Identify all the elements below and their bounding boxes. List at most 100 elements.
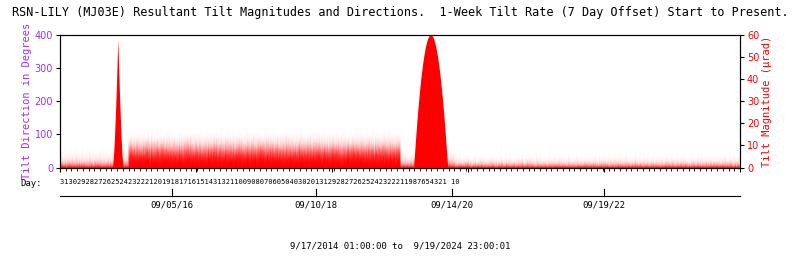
Point bbox=[123, 107, 136, 111]
Point bbox=[182, 63, 194, 68]
Point bbox=[118, 163, 130, 167]
Point bbox=[162, 153, 175, 157]
Point bbox=[105, 165, 118, 169]
Point bbox=[363, 122, 376, 126]
Point bbox=[271, 127, 284, 131]
Point bbox=[450, 151, 463, 155]
Point bbox=[580, 150, 593, 154]
Point bbox=[555, 88, 568, 92]
Point bbox=[360, 142, 373, 146]
Point bbox=[506, 83, 519, 88]
Point bbox=[681, 91, 694, 95]
Point bbox=[275, 68, 288, 72]
Point bbox=[123, 158, 136, 162]
Point bbox=[202, 68, 215, 72]
Point bbox=[230, 156, 242, 160]
Point bbox=[202, 90, 215, 94]
Point bbox=[677, 156, 690, 160]
Point bbox=[650, 163, 663, 167]
Point bbox=[532, 120, 545, 124]
Point bbox=[412, 106, 425, 111]
Point bbox=[237, 130, 250, 134]
Point bbox=[602, 90, 614, 94]
Point bbox=[313, 155, 326, 159]
Point bbox=[197, 63, 210, 68]
Point bbox=[137, 151, 150, 155]
Point bbox=[492, 162, 505, 166]
Point bbox=[102, 60, 115, 65]
Point bbox=[138, 92, 150, 96]
Point bbox=[302, 161, 315, 165]
Point bbox=[82, 138, 94, 142]
Point bbox=[239, 57, 252, 61]
Point bbox=[102, 71, 114, 75]
Point bbox=[555, 143, 568, 147]
Point bbox=[359, 138, 372, 143]
Point bbox=[463, 125, 476, 129]
Point bbox=[386, 139, 399, 143]
Point bbox=[451, 164, 464, 168]
Point bbox=[67, 132, 80, 136]
Point bbox=[632, 129, 645, 133]
Point bbox=[514, 161, 526, 165]
Point bbox=[650, 124, 663, 129]
Point bbox=[619, 122, 632, 126]
Point bbox=[689, 60, 702, 64]
Point bbox=[257, 87, 270, 91]
Point bbox=[442, 104, 454, 108]
Point bbox=[68, 134, 81, 138]
Point bbox=[304, 122, 317, 126]
Point bbox=[187, 151, 200, 155]
Point bbox=[647, 117, 660, 121]
Point bbox=[578, 102, 591, 106]
Point bbox=[559, 146, 572, 150]
Point bbox=[114, 110, 127, 114]
Point bbox=[340, 86, 353, 90]
Point bbox=[718, 70, 730, 74]
Point bbox=[647, 151, 660, 155]
Point bbox=[118, 156, 130, 160]
Point bbox=[495, 159, 508, 163]
Point bbox=[74, 144, 87, 148]
Point bbox=[161, 163, 174, 167]
Point bbox=[114, 139, 127, 143]
Point bbox=[122, 93, 135, 97]
Point bbox=[604, 60, 617, 64]
Point bbox=[519, 105, 532, 110]
Point bbox=[322, 142, 334, 146]
Point bbox=[547, 134, 560, 138]
Point bbox=[570, 52, 582, 56]
Point bbox=[615, 132, 628, 136]
Point bbox=[380, 62, 393, 67]
Point bbox=[461, 70, 474, 74]
Point bbox=[700, 49, 713, 53]
Point bbox=[109, 125, 122, 129]
Point bbox=[65, 156, 78, 160]
Point bbox=[683, 118, 696, 122]
Point bbox=[153, 157, 166, 161]
Point bbox=[642, 131, 655, 135]
Point bbox=[381, 140, 394, 144]
Point bbox=[475, 152, 488, 156]
Point bbox=[170, 112, 182, 116]
Point bbox=[683, 113, 696, 117]
Point bbox=[485, 72, 498, 76]
Point bbox=[204, 162, 217, 166]
Point bbox=[550, 162, 562, 166]
Point bbox=[338, 130, 351, 134]
Point bbox=[222, 163, 234, 167]
Point bbox=[168, 136, 181, 140]
Point bbox=[402, 86, 414, 90]
Point bbox=[646, 111, 659, 115]
Point bbox=[162, 145, 175, 150]
Point bbox=[649, 113, 662, 117]
Point bbox=[172, 156, 185, 160]
Point bbox=[580, 130, 593, 134]
Point bbox=[306, 46, 318, 50]
Point bbox=[713, 123, 726, 127]
Point bbox=[688, 66, 701, 70]
Point bbox=[94, 55, 107, 59]
Point bbox=[306, 98, 319, 102]
Point bbox=[328, 150, 341, 154]
Point bbox=[497, 160, 510, 164]
